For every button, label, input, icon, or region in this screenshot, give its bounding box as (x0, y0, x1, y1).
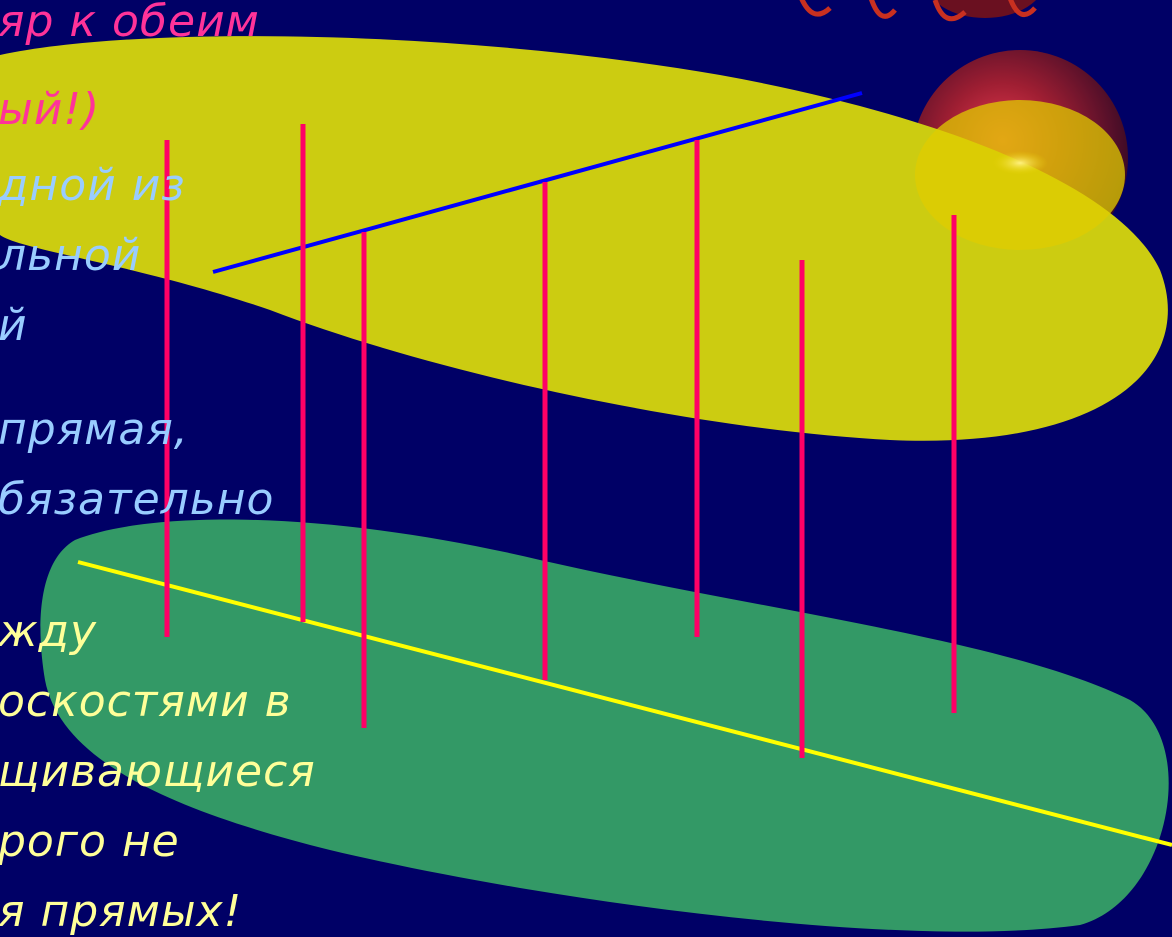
text-line-8: жду (0, 606, 98, 657)
text-line-1: яр к обеим (0, 0, 260, 47)
text-line-9: оскостями в (0, 676, 292, 727)
text-line-11: рого не (0, 816, 180, 867)
text-line-4: льной (0, 230, 142, 281)
lower-plane-line (77, 560, 1172, 847)
lower-plane (40, 519, 1169, 932)
upper-plane (0, 36, 1168, 441)
ornament-icon (799, 0, 1037, 22)
upper-plane-line (212, 91, 863, 274)
text-line-7: бязательно (0, 474, 275, 525)
text-line-12: я прямых! (0, 886, 243, 937)
text-line-5: й (0, 300, 28, 351)
perpendicular-segments (164, 124, 957, 758)
text-line-10: щивающиеся (0, 746, 316, 797)
text-line-6: прямая, (0, 404, 189, 455)
text-line-2: ый!) (0, 84, 101, 135)
text-line-3: дной из (0, 160, 186, 211)
